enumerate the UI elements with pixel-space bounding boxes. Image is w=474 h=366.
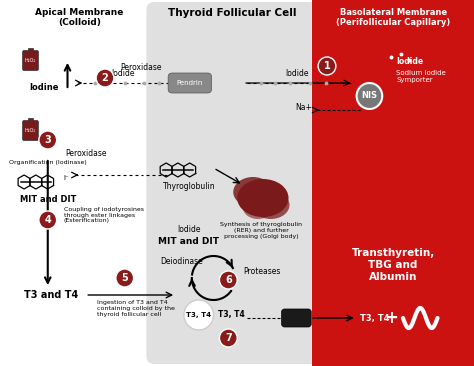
Text: Thyroglobulin: Thyroglobulin [163,182,215,191]
Circle shape [39,211,57,229]
Circle shape [116,269,134,287]
Text: T3, T4: T3, T4 [360,314,389,322]
Text: Ingestion of T3 and T4
containing colloid by the
thyroid follicular cell: Ingestion of T3 and T4 containing colloi… [97,300,175,317]
Text: Iodine: Iodine [29,82,59,92]
Text: 3: 3 [45,135,51,145]
Text: I⁻: I⁻ [64,175,69,181]
Text: Iodide: Iodide [286,69,309,78]
Circle shape [318,57,336,75]
Circle shape [184,300,213,330]
Text: T3, T4: T3, T4 [218,310,245,320]
FancyBboxPatch shape [282,309,311,327]
Text: H₂O₂: H₂O₂ [25,59,36,63]
FancyBboxPatch shape [146,2,318,364]
Text: Thyroid Follicular Cell: Thyroid Follicular Cell [168,8,297,18]
Text: MIT and DIT: MIT and DIT [158,238,219,246]
Text: Organification (Iodinase): Organification (Iodinase) [9,160,87,165]
Text: 2: 2 [101,73,109,83]
Circle shape [356,83,382,109]
Text: Coupling of iodotyrosines
through ester linkages
(Esterification): Coupling of iodotyrosines through ester … [64,207,144,223]
Text: Synthesis of thyroglobulin
(RER) and further
processing (Golgi body): Synthesis of thyroglobulin (RER) and fur… [220,222,302,239]
Text: Iodide: Iodide [177,225,201,235]
Text: 4: 4 [45,215,51,225]
Text: T3 and T4: T3 and T4 [24,290,78,300]
Text: T3, T4: T3, T4 [186,312,211,318]
Circle shape [39,131,57,149]
Bar [312,0,474,366]
Text: Pendrin: Pendrin [177,80,203,86]
Text: 5: 5 [121,273,128,283]
Ellipse shape [237,179,289,217]
Text: Transthyretin,
TBG and
Albumin: Transthyretin, TBG and Albumin [351,249,435,281]
Ellipse shape [252,191,290,219]
Circle shape [96,69,114,87]
Circle shape [219,329,237,347]
Bar [6,0,152,366]
Text: Apical Membrane
(Colloid): Apical Membrane (Colloid) [35,8,124,27]
Text: MIT and DIT: MIT and DIT [19,195,76,204]
FancyBboxPatch shape [168,73,211,93]
Text: Na+: Na+ [295,102,312,112]
Text: Deiodinase: Deiodinase [161,258,203,266]
Text: 1: 1 [324,61,330,71]
FancyBboxPatch shape [23,51,38,71]
Circle shape [219,271,237,289]
Text: Basolateral Membrane
(Perifollicular Capillary): Basolateral Membrane (Perifollicular Cap… [336,8,450,27]
Ellipse shape [233,177,273,207]
Text: Peroxidase: Peroxidase [65,149,107,157]
Ellipse shape [243,197,273,219]
Text: +: + [384,309,398,327]
Bar [28,118,33,123]
Text: Proteases: Proteases [243,268,281,276]
Text: 7: 7 [225,333,232,343]
Text: NIS: NIS [361,92,377,101]
Text: Peroxidase: Peroxidase [120,63,161,72]
Text: H₂O₂: H₂O₂ [25,128,36,134]
FancyBboxPatch shape [23,120,38,141]
Text: Iodide: Iodide [396,57,423,67]
Text: 6: 6 [225,275,232,285]
Bar [28,48,33,53]
Text: Sodium Iodide
Symporter: Sodium Iodide Symporter [396,70,446,83]
Text: Iodide: Iodide [111,69,135,78]
